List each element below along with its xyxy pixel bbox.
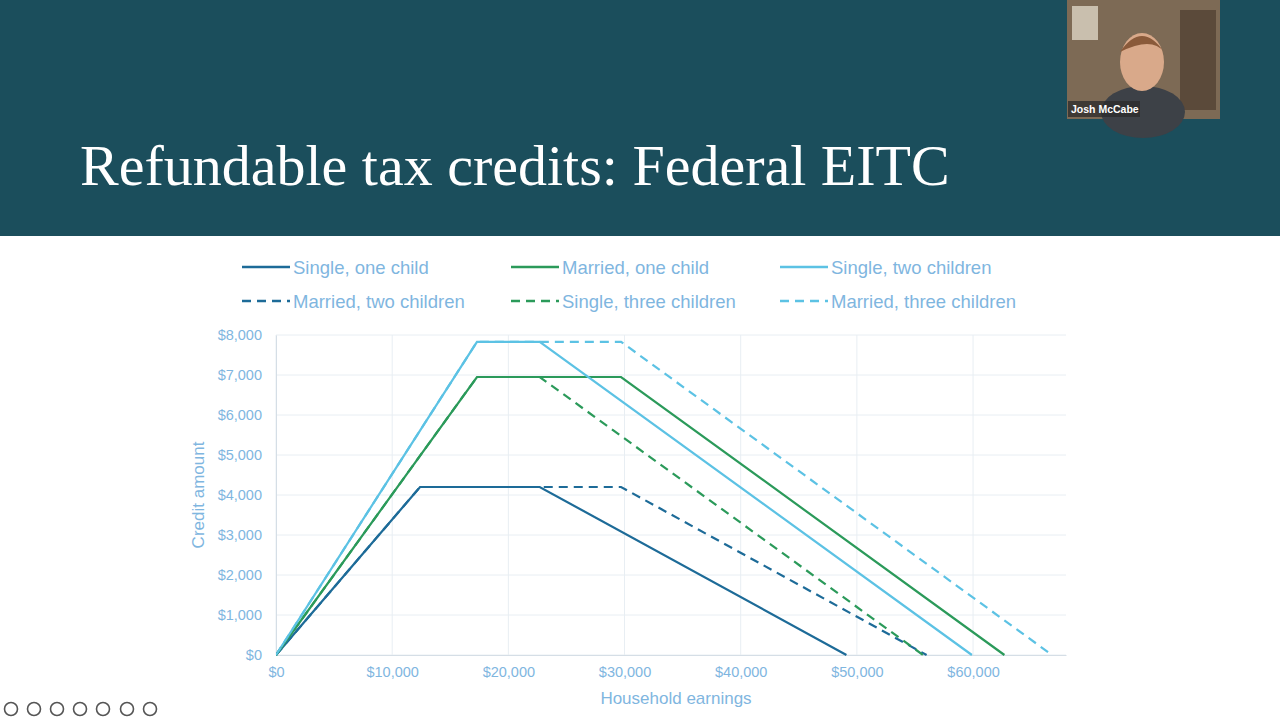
title: Refundable tax credits: Federal EITC: [80, 133, 950, 198]
tick-label: $1,000: [218, 607, 262, 623]
toolbar-icon[interactable]: [51, 703, 64, 716]
tick: $30,000: [599, 655, 651, 680]
header-band: [0, 0, 1280, 236]
grid: [276, 335, 1066, 655]
tick-label: $3,000: [218, 527, 262, 543]
webcam-face: [1120, 33, 1164, 91]
toolbar-icon[interactable]: [74, 703, 87, 716]
presenter-name: Josh McCabe: [1071, 103, 1139, 115]
toolbar-icon[interactable]: [28, 703, 41, 716]
webcam-shelf: [1180, 10, 1216, 110]
grid-line-y: [276, 655, 1066, 656]
tick-label: $5,000: [218, 447, 262, 463]
legend-label: Married, three children: [831, 291, 1016, 312]
tick-label: $40,000: [715, 664, 767, 680]
legend-item: Single, three children: [511, 291, 736, 312]
tick: $10,000: [366, 655, 418, 680]
tick: $40,000: [715, 655, 767, 680]
legend-item: Single, one child: [242, 257, 429, 278]
tick: $1,000: [218, 607, 276, 623]
tick-label: $8,000: [218, 327, 262, 343]
toolbar-icon[interactable]: [97, 703, 110, 716]
legend-swatch: [780, 300, 828, 303]
x-axis-title: Household earnings: [600, 689, 751, 708]
tick: $6,000: [218, 407, 276, 423]
tick-label: $60,000: [947, 664, 999, 680]
tick: $50,000: [831, 655, 883, 680]
axis-line: [276, 336, 277, 656]
tick: $8,000: [218, 327, 276, 343]
legend-label: Single, three children: [562, 291, 736, 312]
grid-line-y: [276, 495, 1066, 496]
tick: $5,000: [218, 447, 276, 463]
tick: $0: [268, 655, 284, 680]
tick: $20,000: [483, 655, 535, 680]
legend-label: Single, one child: [293, 257, 429, 278]
y-axis-title: Credit amount: [189, 441, 208, 548]
tick: $60,000: [947, 655, 999, 680]
legend-swatch: [511, 300, 559, 303]
legend-item: Married, two children: [242, 291, 465, 312]
slide: Refundable tax credits: Federal EITC Josh…: [0, 0, 1280, 720]
grid-line-y: [276, 535, 1066, 536]
toolbar: [5, 703, 157, 716]
tick-label: $6,000: [218, 407, 262, 423]
x-axis: $0 $10,000 $20,000 $30,000 $40,000 $50,000 $60…: [268, 655, 1066, 680]
tick: $0: [246, 647, 276, 663]
y-axis: $0 $1,000 $2,000 $3,000 $4,000 $5,000 $6,000 $7…: [218, 327, 277, 663]
webcam-hair: [1120, 36, 1164, 52]
tick: $7,000: [218, 367, 276, 383]
webcam-inset: Josh McCabe: [1067, 0, 1220, 138]
tick-label: $30,000: [599, 664, 651, 680]
series-line: [276, 377, 923, 655]
series-line: [276, 377, 1004, 655]
legend-swatch: [242, 266, 290, 269]
tick-label: $10,000: [366, 664, 418, 680]
tick-label: $50,000: [831, 664, 883, 680]
legend-swatch: [780, 266, 828, 269]
legend-label: Single, two children: [831, 257, 991, 278]
legend-item: Married, three children: [780, 291, 1016, 312]
legend-item: Married, one child: [511, 257, 709, 278]
tick: $3,000: [218, 527, 276, 543]
grid-line-y: [276, 575, 1066, 576]
plot-area: [276, 342, 1052, 655]
tick-label: $0: [268, 664, 284, 680]
grid-line-y: [276, 335, 1066, 336]
grid-line-x: [276, 335, 277, 655]
tick-label: $2,000: [218, 567, 262, 583]
series-line: [276, 342, 1052, 655]
legend: Single, one child Married, one child Singl…: [242, 257, 1016, 312]
series-line: [276, 342, 972, 655]
legend-label: Married, one child: [562, 257, 709, 278]
axis-line: [277, 655, 1067, 656]
tick-label: $4,000: [218, 487, 262, 503]
tick-label: $0: [246, 647, 262, 663]
name-tag-bg: [1068, 101, 1140, 117]
toolbar-icon[interactable]: [121, 703, 134, 716]
legend-swatch: [511, 266, 559, 269]
tick: $2,000: [218, 567, 276, 583]
grid-line-y: [276, 375, 1066, 376]
webcam-picture: [1072, 6, 1098, 40]
tick-label: $20,000: [483, 664, 535, 680]
legend-swatch: [242, 300, 290, 303]
series-line: [276, 487, 846, 655]
legend-item: Single, two children: [780, 257, 991, 278]
series-line: [276, 487, 927, 655]
legend-label: Married, two children: [293, 291, 465, 312]
grid-line-y: [276, 455, 1066, 456]
toolbar-icon[interactable]: [5, 703, 18, 716]
tick-label: $7,000: [218, 367, 262, 383]
tick: $4,000: [218, 487, 276, 503]
grid-line-y: [276, 415, 1066, 416]
toolbar-icon[interactable]: [144, 703, 157, 716]
